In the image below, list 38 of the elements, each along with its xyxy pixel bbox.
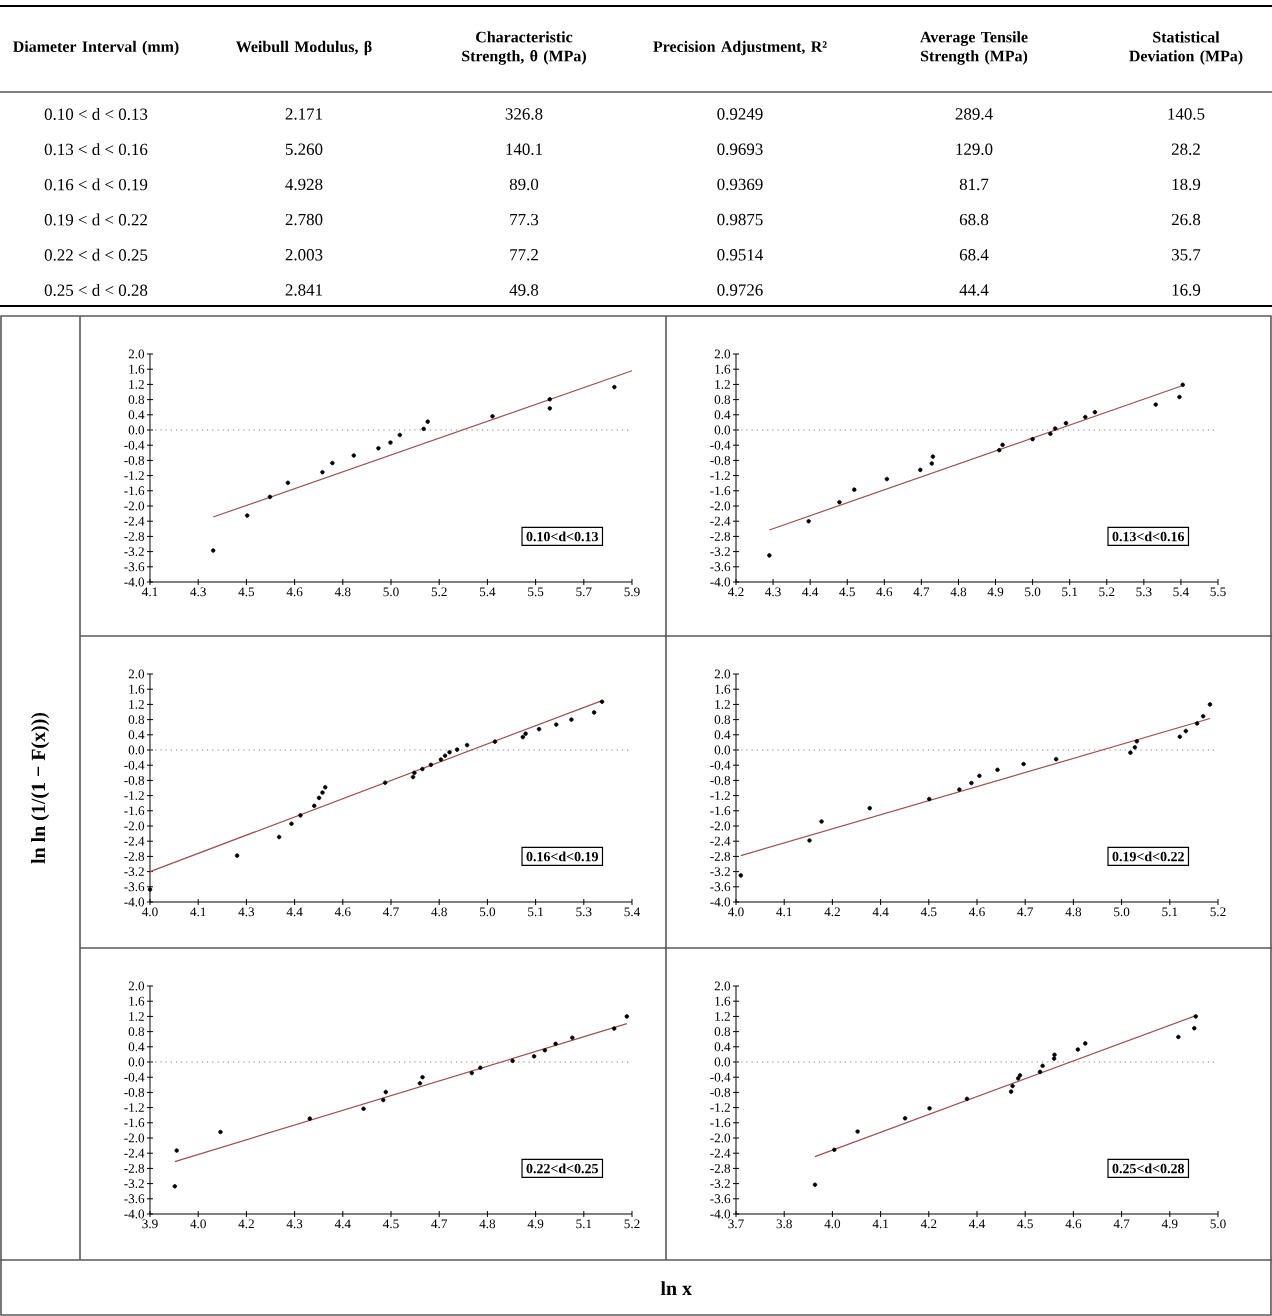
category-label: 0.10 < d < 0.13 bbox=[44, 108, 148, 121]
text: 0.9249 bbox=[717, 108, 763, 120]
text: 140.1 bbox=[506, 143, 543, 155]
text: 0.9369 bbox=[717, 178, 763, 191]
text: 5.260 bbox=[285, 143, 323, 155]
text: 77.2 bbox=[510, 249, 538, 261]
category-label: 0.25 < d < 0.28 bbox=[44, 284, 148, 297]
text: 35.7 bbox=[1171, 249, 1201, 261]
category-label: 0.16 < d < 0.19 bbox=[44, 178, 148, 191]
text: 0.9726 bbox=[717, 284, 763, 296]
text: 49.8 bbox=[509, 284, 539, 296]
text: 26.8 bbox=[1171, 213, 1201, 226]
text: 2.003 bbox=[285, 249, 323, 261]
text: 140.5 bbox=[1168, 108, 1205, 120]
text: 0.9514 bbox=[717, 249, 764, 261]
y-axis-title: ln ln (1/(1 − F(x))) bbox=[31, 712, 50, 864]
category-label: 0.22 < d < 0.25 bbox=[44, 248, 148, 261]
category-label: 0.13 < d < 0.16 bbox=[44, 143, 148, 156]
x-axis-title: ln x bbox=[660, 1281, 692, 1296]
text: 18.9 bbox=[1172, 178, 1201, 191]
text: 129.0 bbox=[956, 143, 993, 155]
text: 0.9875 bbox=[717, 213, 763, 226]
text: 2.171 bbox=[285, 108, 323, 120]
text: 44.4 bbox=[959, 284, 989, 296]
text: 68.8 bbox=[959, 213, 989, 226]
text: 68.4 bbox=[959, 249, 989, 261]
text: 2.841 bbox=[285, 284, 323, 296]
text: 326.8 bbox=[505, 108, 543, 120]
text: 289.4 bbox=[955, 108, 993, 120]
text: 77.3 bbox=[510, 213, 539, 226]
text: 4.928 bbox=[285, 178, 323, 191]
text: 89.0 bbox=[509, 178, 539, 191]
category-label: 0.19 < d < 0.22 bbox=[44, 213, 147, 226]
text: 0.9693 bbox=[717, 143, 763, 155]
text: 81.7 bbox=[959, 178, 989, 191]
text: 2.780 bbox=[285, 213, 323, 226]
text: 16.9 bbox=[1172, 284, 1201, 296]
text: 28.2 bbox=[1171, 143, 1200, 155]
